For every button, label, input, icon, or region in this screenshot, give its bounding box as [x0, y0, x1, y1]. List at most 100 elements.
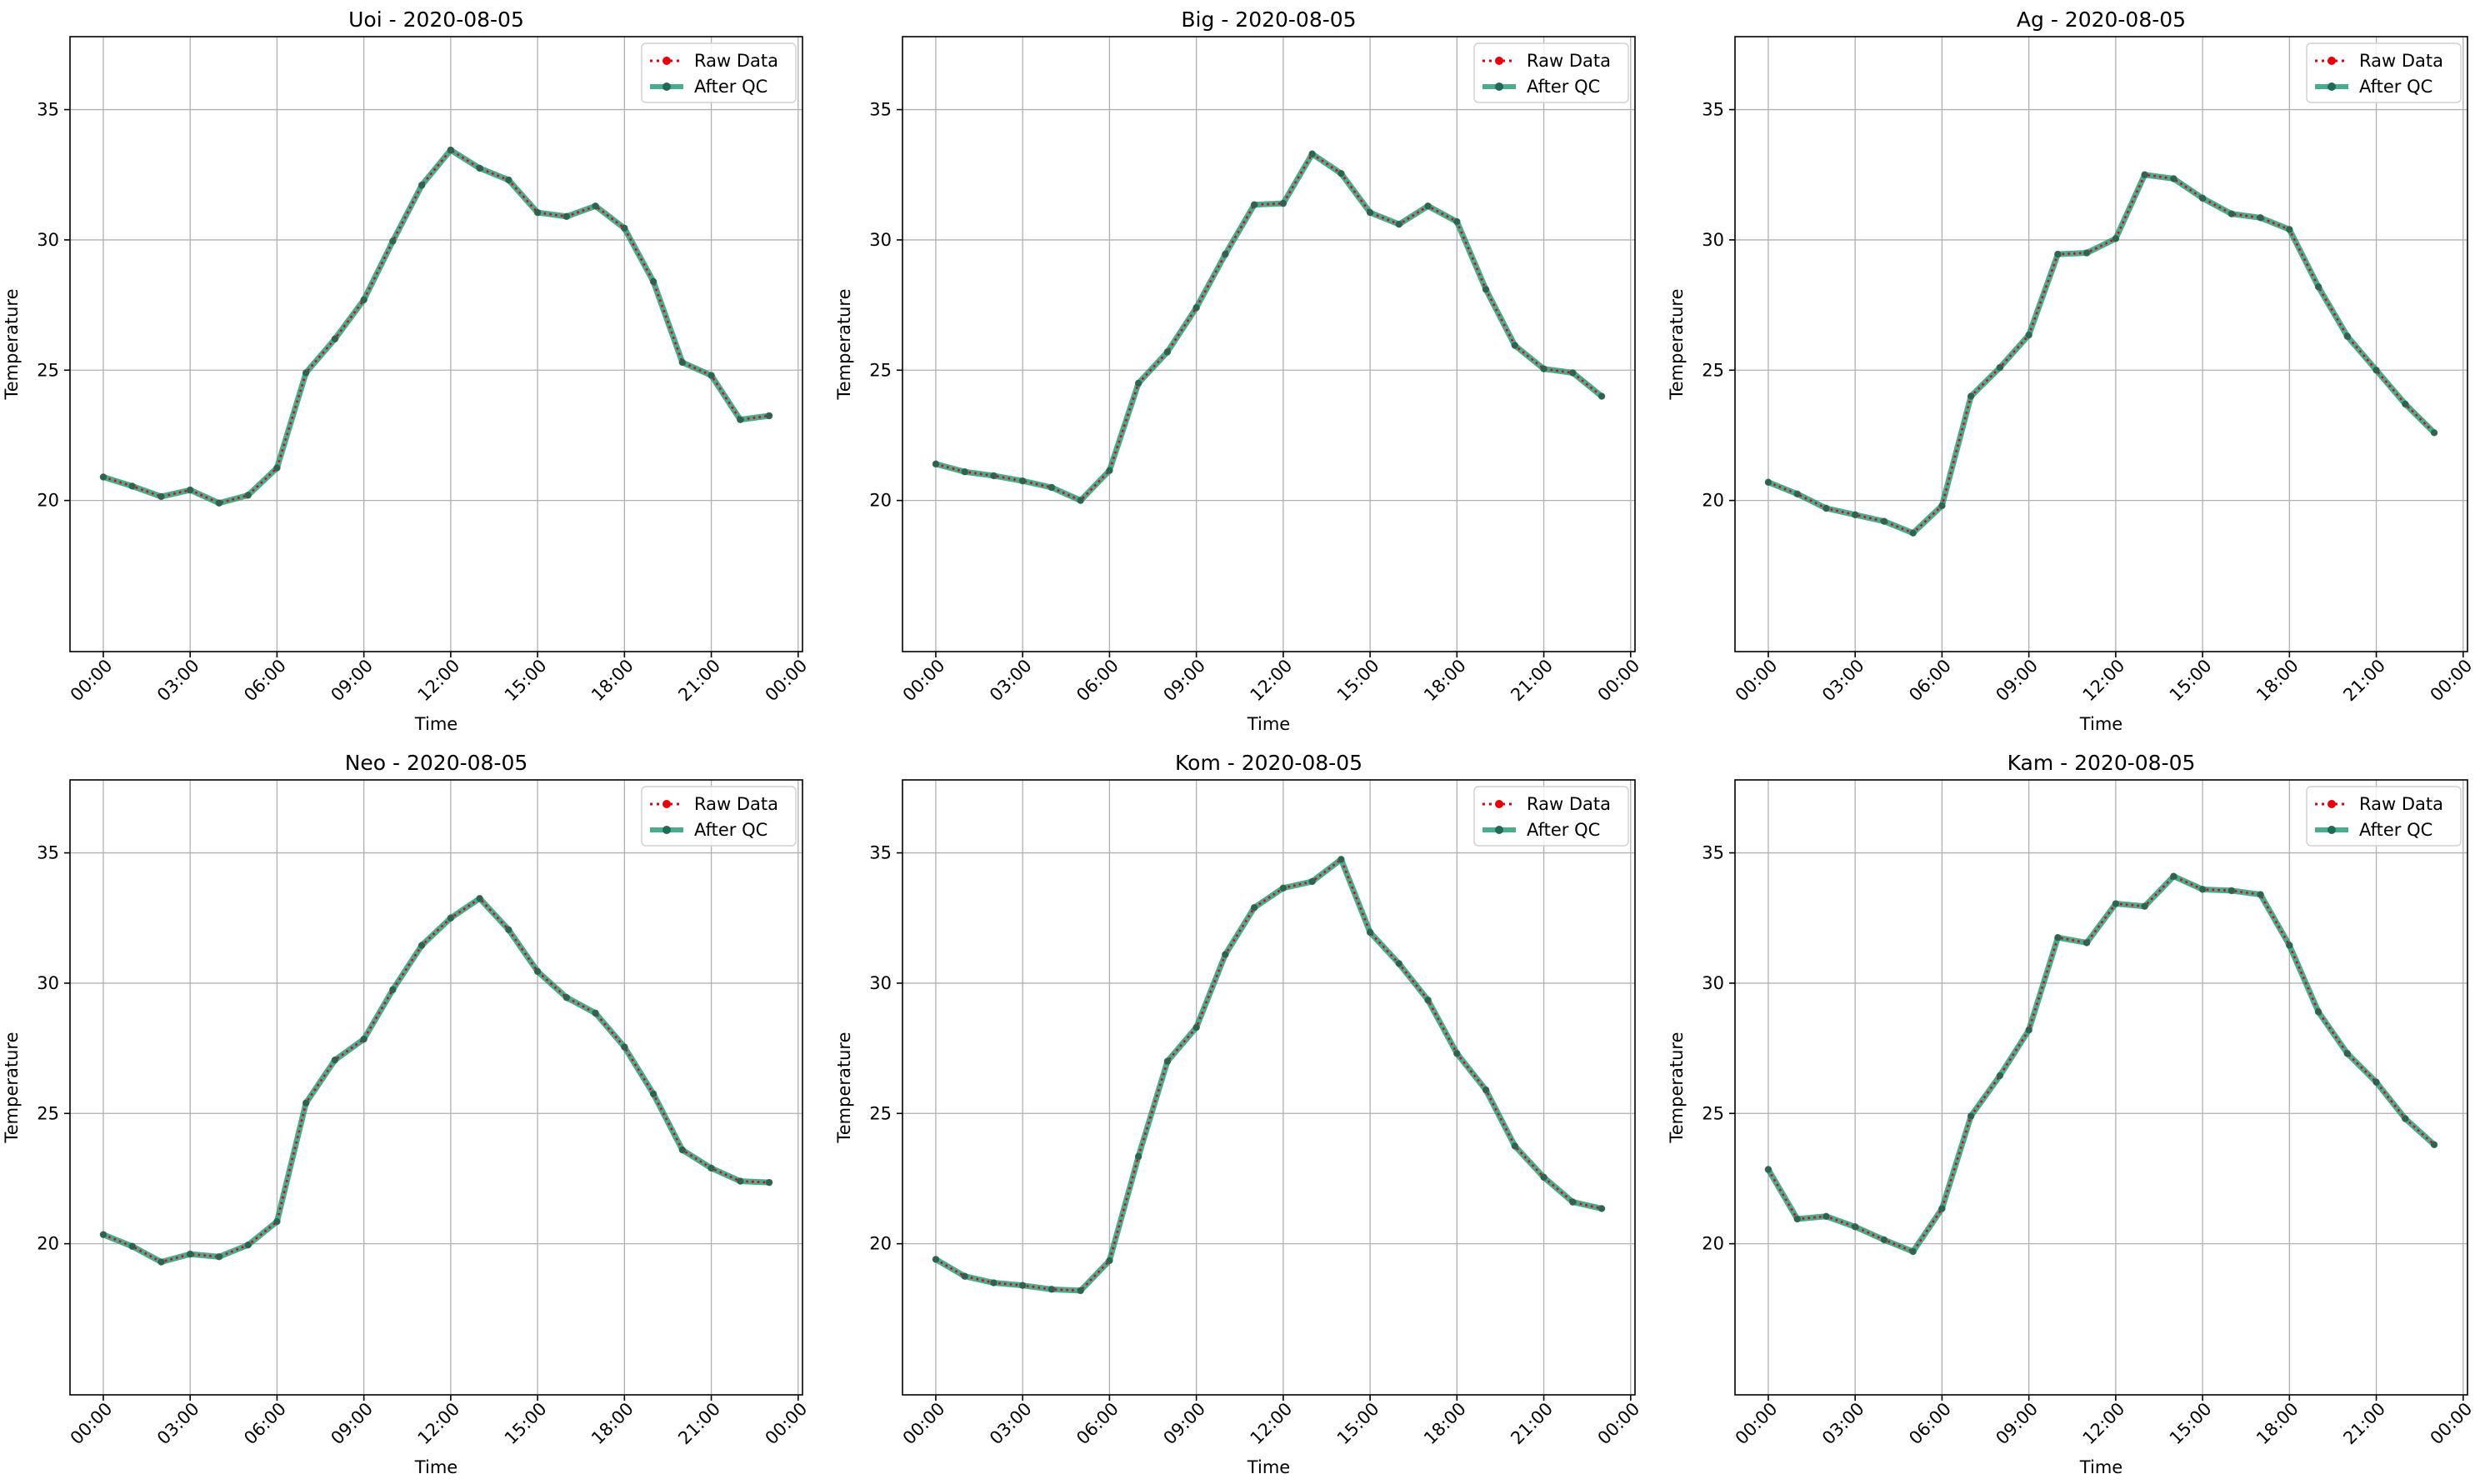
x-tick-label: 03:00 [1818, 1399, 1868, 1449]
x-tick-label: 12:00 [414, 656, 464, 706]
data-point-after-qc [1793, 490, 1801, 498]
data-point-after-qc [1967, 392, 1975, 400]
data-point-after-qc [302, 369, 310, 377]
data-point-after-qc [389, 237, 397, 245]
x-tick-label: 06:00 [1072, 1399, 1122, 1449]
data-point-after-qc [505, 176, 512, 184]
x-tick-label: 12:00 [2079, 1399, 2129, 1449]
axes-frame [1734, 36, 2468, 652]
data-point-after-qc [1134, 379, 1142, 387]
legend-marker-after-qc [2328, 82, 2336, 91]
legend: Raw Data After QC [1473, 786, 1629, 847]
x-tick-label: 15:00 [2166, 656, 2216, 706]
data-point-after-qc [1909, 529, 1917, 537]
data-point-after-qc [1308, 150, 1316, 157]
data-point-after-qc [1366, 208, 1374, 217]
y-tick-label: 30 [869, 973, 892, 993]
y-tick-label: 35 [1702, 843, 1724, 863]
data-point-after-qc [1395, 960, 1403, 967]
y-tick-label: 30 [1702, 230, 1724, 250]
data-point-after-qc [1996, 1072, 2004, 1080]
x-tick-label: 03:00 [986, 656, 1036, 706]
legend-marker-after-qc [2328, 826, 2336, 834]
subplot-uoi: 20 25 30 35 00:00 03:00 06:00 09:00 12:00 15:00 18… [2, 7, 811, 734]
data-point-after-qc [1764, 1166, 1772, 1173]
x-tick-label: 18:00 [1420, 1399, 1470, 1449]
series-line-raw-data [1767, 875, 2435, 1253]
x-tick-label: 03:00 [986, 1399, 1036, 1449]
x-tick-label: 00:00 [2427, 656, 2477, 706]
data-point-after-qc [128, 482, 136, 490]
data-point-after-qc [1018, 1282, 1027, 1289]
data-point-after-qc [1569, 1198, 1577, 1206]
series-line-raw-data [935, 152, 1602, 502]
data-point-after-qc [1851, 1223, 1859, 1231]
x-tick-label: 09:00 [327, 656, 377, 706]
data-point-after-qc [2228, 887, 2236, 895]
data-point-after-qc [1540, 365, 1548, 372]
data-point-after-qc [215, 1253, 223, 1261]
legend-marker-after-qc [662, 82, 671, 91]
data-point-after-qc [1453, 217, 1461, 226]
data-point-after-qc [1511, 1142, 1519, 1150]
data-point-after-qc [1222, 951, 1229, 958]
data-point-after-qc [1569, 369, 1577, 377]
data-point-after-qc [1250, 904, 1258, 912]
data-point-after-qc [331, 335, 339, 342]
x-tick-label: 21:00 [1507, 656, 1557, 706]
y-tick-label: 20 [1702, 1234, 1724, 1254]
legend-marker-raw-data [662, 57, 671, 65]
x-tick-label: 06:00 [1072, 656, 1122, 706]
data-point-after-qc [1279, 199, 1288, 207]
data-point-after-qc [1424, 202, 1432, 210]
y-axis-label: Temperature [1667, 288, 1687, 400]
x-tick-label: 09:00 [1159, 656, 1209, 706]
x-tick-label: 00:00 [2427, 1399, 2477, 1449]
x-tick-label: 18:00 [2252, 1399, 2302, 1449]
data-point-after-qc [360, 1035, 368, 1043]
subplot-big: 20 25 30 35 00:00 03:00 06:00 09:00 12:00 15:00 18… [834, 7, 1643, 734]
legend-label-raw-data: Raw Data [1527, 51, 1611, 71]
data-point-after-qc [961, 468, 968, 476]
data-point-after-qc [2170, 175, 2178, 182]
y-axis-label: Temperature [834, 1032, 854, 1143]
chart-title: Kam - 2020-08-05 [2008, 751, 2196, 775]
data-point-after-qc [1163, 348, 1172, 356]
y-tick-label: 30 [37, 973, 59, 993]
x-axis-label: Time [2079, 714, 2122, 734]
data-point-after-qc [2286, 942, 2293, 949]
data-point-after-qc [708, 372, 715, 379]
x-tick-label: 03:00 [1818, 656, 1868, 706]
x-tick-label: 15:00 [501, 656, 551, 706]
legend-marker-after-qc [1495, 826, 1503, 834]
data-point-after-qc [2025, 331, 2032, 339]
x-tick-label: 00:00 [1594, 1399, 1644, 1449]
data-point-after-qc [331, 1056, 339, 1064]
series-line-after-qc [100, 895, 772, 1266]
data-point-after-qc [533, 208, 542, 217]
data-point-after-qc [1366, 928, 1374, 937]
data-point-after-qc [244, 492, 252, 499]
data-point-after-qc [1134, 1152, 1142, 1161]
data-point-after-qc [533, 967, 542, 976]
x-axis-label: Time [414, 714, 458, 734]
data-point-after-qc [476, 164, 483, 172]
legend-label-after-qc: After QC [2359, 77, 2432, 97]
data-point-after-qc [2314, 283, 2322, 291]
data-point-after-qc [932, 460, 940, 468]
x-tick-label: 21:00 [674, 1399, 724, 1449]
x-tick-label: 03:00 [153, 1399, 203, 1449]
legend-label-after-qc: After QC [1527, 77, 1600, 97]
data-point-after-qc [447, 914, 455, 922]
subplot-ag: 20 25 30 35 00:00 03:00 06:00 09:00 12:00 15:00 18… [1667, 7, 2476, 734]
series-line-raw-data [102, 148, 770, 505]
x-axis-label: Time [414, 1457, 458, 1477]
x-tick-label: 00:00 [67, 1399, 117, 1449]
y-axis-label: Temperature [834, 288, 854, 400]
data-point-after-qc [961, 1272, 968, 1280]
series-line-raw-data [1768, 173, 2435, 535]
data-point-after-qc [2402, 400, 2409, 408]
data-point-after-qc [99, 1231, 108, 1238]
data-point-after-qc [2430, 1141, 2438, 1148]
